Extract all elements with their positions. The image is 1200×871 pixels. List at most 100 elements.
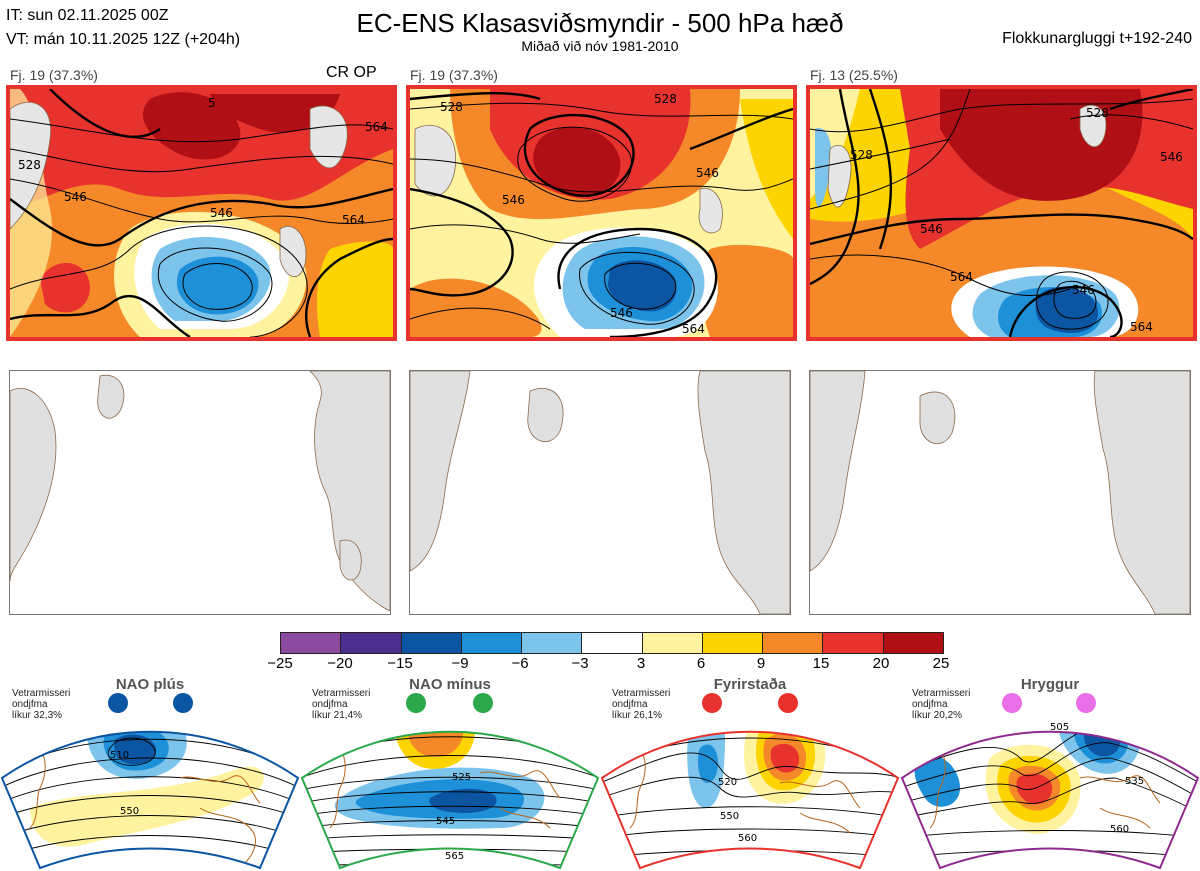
- colorbar-tick: −20: [327, 655, 353, 672]
- contour-label: 546: [610, 306, 633, 320]
- regime-name: Hryggur: [1020, 676, 1080, 693]
- contour-label: 546: [210, 206, 233, 220]
- empty-map-2[interactable]: [409, 370, 791, 615]
- colorbar-cell: [642, 633, 703, 653]
- contour-label: 560: [1110, 824, 1129, 835]
- regime-probability: líkur 26,1%: [612, 710, 663, 721]
- colorbar-cell: [522, 633, 583, 653]
- regime-name: NAO plús: [115, 676, 185, 693]
- init-time: IT: sun 02.11.2025 00Z: [6, 7, 169, 24]
- contour-label: 564: [950, 270, 973, 284]
- empty-map-1[interactable]: [9, 370, 391, 615]
- colorbar-cell: [281, 633, 342, 653]
- regime-outline: [300, 730, 600, 870]
- anomaly-positive-max-2: [210, 94, 340, 133]
- colorbar-cell: [883, 633, 943, 653]
- regime-probability: líkur 32,3%: [12, 710, 63, 721]
- regime-marker: [1076, 693, 1096, 713]
- colorbar-cell: [582, 633, 643, 653]
- contour-label: 546: [1160, 150, 1183, 164]
- regime-outline: [0, 730, 300, 870]
- regime-nao-minus[interactable]: 525 545 565 NAO mínus Vetrarmisseri ondj…: [300, 676, 600, 871]
- contour-label: 564: [1130, 320, 1153, 334]
- colorbar-tick: −9: [451, 655, 469, 672]
- cluster-1-map[interactable]: 528 546 546 564 564 5: [6, 85, 397, 341]
- contour-label: 535: [1125, 776, 1144, 787]
- regime-marker: [1002, 693, 1022, 713]
- anomaly-positive-west: [40, 262, 90, 313]
- regime-pattern: ondjfma: [612, 699, 648, 710]
- regime-stats: Vetrarmisseri ondjfma líkur 21,4%: [312, 688, 370, 721]
- colorbar-cell: [823, 633, 884, 653]
- contour-label: 546: [920, 222, 943, 236]
- regime-nao-plus[interactable]: 510 550 NAO plús Vetrarmisseri ondjfma l…: [0, 676, 300, 871]
- regime-marker: [406, 693, 426, 713]
- cluster-1-label: Fj. 19 (37.3%): [10, 67, 98, 83]
- regime-ridge[interactable]: 505 535 560 Hryggur Vetrarmisseri ondjfm…: [900, 676, 1200, 871]
- contour-label: 564: [682, 322, 705, 336]
- valid-time: VT: mán 10.11.2025 12Z (+204h): [6, 31, 241, 48]
- regime-pattern: ondjfma: [12, 699, 48, 710]
- regime-marker: [473, 693, 493, 713]
- regime-stats: Vetrarmisseri ondjfma líkur 20,2%: [912, 688, 970, 721]
- colorbar-tick: 25: [932, 655, 950, 672]
- regime-pattern: ondjfma: [912, 699, 948, 710]
- regime-marker: [173, 693, 193, 713]
- contour-label: 528: [18, 158, 41, 172]
- contour-label: 565: [445, 851, 464, 862]
- contour-label: 505: [1050, 722, 1069, 733]
- cluster-2-label: Fj. 19 (37.3%): [410, 67, 498, 83]
- cluster-3-map[interactable]: 528 528 546 546 546 564 564: [806, 85, 1197, 341]
- contour-label: 528: [1086, 106, 1109, 120]
- contour-label: 545: [436, 816, 455, 827]
- regime-probability: líkur 20,2%: [912, 710, 963, 721]
- contour-label: 528: [654, 92, 677, 106]
- contour-label: 560: [738, 833, 757, 844]
- regime-season: Vetrarmisseri: [12, 688, 71, 699]
- colorbar-cell: [461, 633, 523, 653]
- anomaly-negative: [176, 256, 259, 315]
- contour-label: 525: [452, 772, 471, 783]
- colorbar-tick: −15: [387, 655, 413, 672]
- contour-label: 5: [208, 96, 216, 110]
- contour-label: 564: [342, 213, 365, 227]
- regime-season: Vetrarmisseri: [612, 688, 671, 699]
- regime-season: Vetrarmisseri: [912, 688, 971, 699]
- contour-label: 546: [696, 166, 719, 180]
- empty-map-3[interactable]: [809, 370, 1191, 615]
- regime-marker: [778, 693, 798, 713]
- colorbar-cell: [763, 633, 824, 653]
- cluster-2-map[interactable]: 528 528 546 546 546 564: [406, 85, 797, 341]
- anomaly-positive-weak-east: [317, 241, 393, 337]
- contour-label: 528: [850, 148, 873, 162]
- colorbar-tick: 6: [696, 655, 706, 672]
- colorbar-tick: −3: [571, 655, 589, 672]
- contour-label: 528: [440, 100, 463, 114]
- colorbar-tick: 15: [812, 655, 830, 672]
- regime-stats: Vetrarmisseri ondjfma líkur 32,3%: [12, 688, 70, 721]
- regime-outline: [900, 730, 1200, 870]
- contour-label: 564: [365, 120, 388, 134]
- regime-marker: [702, 693, 722, 713]
- contour-label: 550: [720, 811, 739, 822]
- contour-label: 510: [110, 750, 129, 761]
- colorbar-cell: [401, 633, 462, 653]
- regime-pattern: ondjfma: [312, 699, 348, 710]
- cluster-1-tag: CR OP: [326, 64, 377, 81]
- classification-window: Flokkunargluggi t+192-240: [1002, 30, 1192, 47]
- regime-probability: líkur 21,4%: [312, 710, 363, 721]
- page-subtitle: Miðað við nóv 1981-2010: [521, 38, 679, 54]
- regime-season: Vetrarmisseri: [312, 688, 371, 699]
- contour-label: 520: [718, 777, 737, 788]
- regime-stats: Vetrarmisseri ondjfma líkur 26,1%: [612, 688, 670, 721]
- contour-label: 546: [64, 190, 87, 204]
- colorbar-tick: 20: [872, 655, 890, 672]
- contour-label: 546: [502, 193, 525, 207]
- page-title: EC-ENS Klasasviðsmyndir - 500 hPa hæð: [356, 8, 844, 38]
- colorbar-tick: −6: [511, 655, 529, 672]
- regime-blocking[interactable]: 520 550 560 Fyrirstaða Vetrarmisseri ond…: [600, 676, 900, 871]
- cluster-3-label: Fj. 13 (25.5%): [810, 67, 898, 83]
- regime-marker: [108, 693, 128, 713]
- colorbar-cell: [341, 633, 402, 653]
- contour-label: 550: [120, 806, 139, 817]
